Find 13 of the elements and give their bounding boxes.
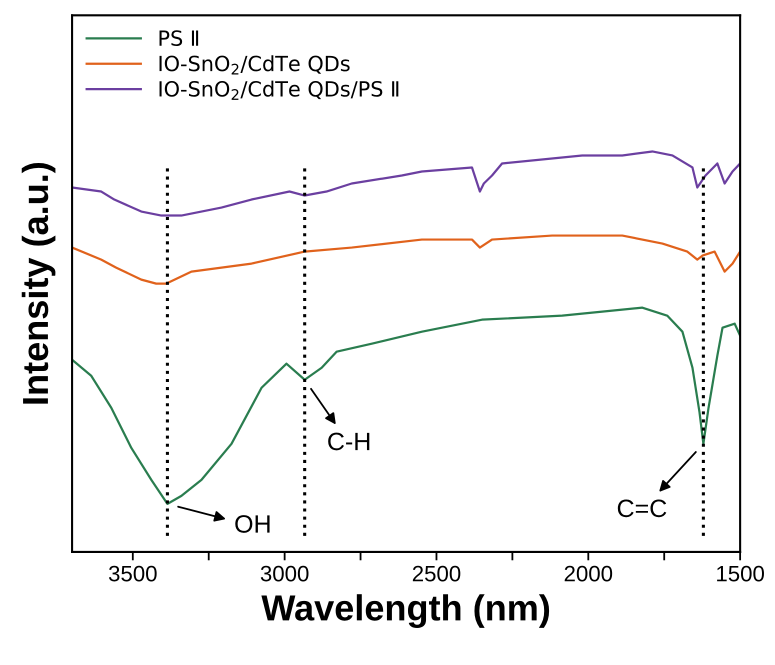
legend-label: PS Ⅱ <box>160 30 198 46</box>
x-tick-label: 1500 <box>717 566 764 582</box>
annotation: C-H <box>328 432 370 450</box>
x-axis-title: Wavelength (nm) <box>261 594 550 628</box>
x-tick-label: 3000 <box>260 566 308 582</box>
x-tick-label: 3500 <box>108 566 157 582</box>
x-tick-label: 2500 <box>412 566 460 582</box>
legend-label: IO-SnO$_{2}$/CdTe QDs <box>160 55 350 74</box>
annotation: OH <box>235 515 270 533</box>
x-tick-label: 2000 <box>564 566 612 582</box>
legend-label: IO-SnO$_{2}$/CdTe QDs/PS Ⅱ <box>160 80 398 100</box>
y-axis-title: Intensity (a.u.) <box>22 163 56 404</box>
annotation: C=C <box>618 499 666 518</box>
